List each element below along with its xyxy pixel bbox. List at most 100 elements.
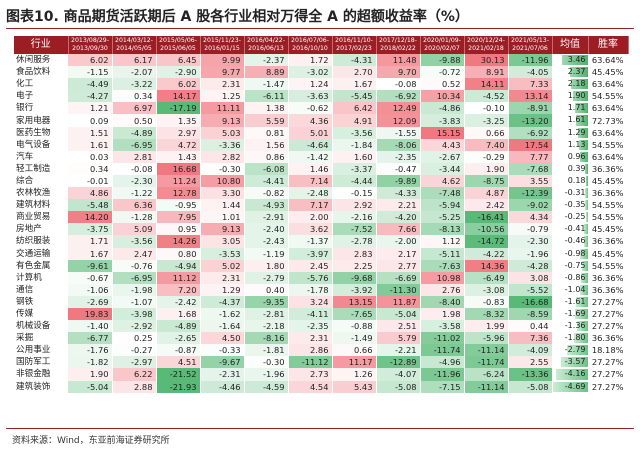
win-rate-cell: 36.36% [588, 162, 629, 175]
value-cell: -4.46 [200, 380, 245, 393]
value-cell: -4.96 [420, 356, 465, 369]
value-cell: -4.41 [244, 174, 289, 188]
value-cell: -4.52 [464, 90, 509, 103]
header-period-end: 2017/02/23 [336, 45, 372, 52]
value-cell: -5.48 [68, 199, 113, 212]
average-cell: -1.80 [551, 332, 589, 345]
win-rate-cell: 27.27% [588, 368, 629, 381]
value-cell: 0.50 [112, 114, 157, 127]
value-cell: -1.82 [68, 356, 113, 369]
average-value: -0.98 [564, 248, 586, 258]
average-cell: -0.25 [551, 211, 589, 224]
value-cell: 9.70 [376, 66, 421, 79]
value-cell: 9.13 [200, 223, 245, 236]
average-cell: -3.57 [551, 356, 589, 369]
value-cell: -5.96 [464, 332, 509, 345]
average-data-bar [560, 357, 587, 368]
header-period: 2020/12/24- 2021/02/18 [464, 36, 509, 54]
header-period: 2016/07/06- 2016/10/10 [288, 36, 333, 54]
value-cell: 3.55 [508, 174, 553, 188]
value-cell: -2.18 [244, 320, 289, 333]
value-cell: -11.30 [376, 283, 421, 296]
value-cell: -9.61 [68, 259, 113, 272]
value-cell: -0.30 [200, 162, 245, 175]
value-cell: 1.60 [332, 150, 377, 163]
value-cell: 17.54 [508, 138, 553, 151]
value-cell: -0.82 [244, 187, 289, 200]
value-cell: 5.09 [112, 223, 157, 236]
win-rate-cell: 27.27% [588, 320, 629, 333]
value-cell: -7.15 [420, 380, 465, 393]
value-cell: -9.02 [508, 199, 553, 212]
table-row: 钢铁 -2.69 -1.07 -2.42 -4.37 -9.35 3.24 13.15 11.8… [14, 295, 629, 308]
win-rate-cell: 63.64% [588, 126, 629, 139]
value-cell: -5.08 [376, 380, 421, 393]
header-period-end: 2021/07/06 [512, 45, 548, 52]
win-rate-cell: 27.27% [588, 380, 629, 393]
average-cell: -0.75 [551, 259, 589, 272]
value-cell: -5.04 [376, 307, 421, 321]
header-period: 2017/12/18- 2018/02/22 [376, 36, 421, 54]
value-cell: 0.34 [112, 90, 157, 103]
value-cell: 11.48 [376, 54, 421, 67]
value-cell: 1.24 [288, 78, 333, 91]
value-cell: -3.98 [112, 307, 157, 321]
bottom-divider [6, 428, 634, 429]
value-cell: 5.01 [288, 126, 333, 139]
value-cell: -11.74 [420, 344, 465, 357]
value-cell: -0.95 [156, 199, 201, 212]
value-cell: 2.21 [376, 199, 421, 212]
value-cell: -8.16 [244, 332, 289, 345]
value-cell: 1.25 [200, 90, 245, 103]
header-period-end: 2016/01/15 [204, 45, 240, 52]
value-cell: -1.28 [112, 211, 157, 224]
value-cell: 2.92 [332, 199, 377, 212]
value-cell: -6.92 [508, 126, 553, 139]
value-cell: -0.08 [376, 78, 421, 91]
value-cell: 2.82 [200, 150, 245, 163]
win-rate-cell: 27.27% [588, 356, 629, 369]
value-cell: -1.49 [332, 332, 377, 345]
header-period: 2014/03/12- 2014/05/05 [112, 36, 157, 54]
industry-cell: 钢铁 [14, 295, 68, 308]
average-value: 1.71 [567, 103, 586, 113]
value-cell: -5.52 [508, 283, 553, 296]
value-cell: -3.75 [68, 223, 113, 236]
value-cell: -0.88 [332, 320, 377, 333]
win-rate-cell: 63.64% [588, 102, 629, 115]
value-cell: -0.72 [420, 66, 465, 79]
value-cell: -4.05 [508, 66, 553, 79]
header-period-start: 2015/11/23- [203, 37, 241, 44]
header-period-start: 2016/07/06- [291, 37, 329, 44]
win-rate-cell: 36.36% [588, 332, 629, 345]
value-cell: 11.24 [156, 174, 201, 188]
value-cell: -2.30 [508, 235, 553, 248]
industry-cell: 电子 [14, 90, 68, 103]
table-row: 房地产 -3.75 5.09 0.95 9.13 -2.40 3.62 -7.52 7.66 -8… [14, 223, 629, 236]
value-cell: -1.40 [68, 320, 113, 333]
value-cell: 13.15 [332, 295, 377, 308]
value-cell: 5.03 [200, 126, 245, 139]
value-cell: -2.30 [112, 174, 157, 188]
value-cell: -0.87 [156, 344, 201, 357]
value-cell: -4.37 [200, 295, 245, 308]
value-cell: 12.09 [376, 114, 421, 127]
value-cell: -11.74 [464, 356, 509, 369]
table-row: 通信 -1.06 -1.98 7.20 1.29 0.40 -1.78 -3.92 -11.30… [14, 283, 629, 296]
value-cell: -4.64 [288, 138, 333, 151]
industry-cell: 非银金融 [14, 368, 68, 381]
header-period-end: 2015/06/05 [160, 45, 196, 52]
value-cell: 0.25 [112, 332, 157, 345]
value-cell: 7.33 [508, 78, 553, 91]
average-value: -1.04 [564, 284, 586, 294]
value-cell: 1.51 [68, 126, 113, 139]
value-cell: -11.12 [288, 356, 333, 369]
value-cell: -2.48 [288, 187, 333, 200]
value-cell: -3.53 [200, 247, 245, 260]
average-value: -4.69 [564, 381, 586, 391]
industry-cell: 传媒 [14, 307, 68, 321]
table-row: 有色金属 -9.61 -0.76 -4.94 5.02 1.80 2.45 2.25 2.77-… [14, 259, 629, 272]
value-cell: -1.64 [200, 320, 245, 333]
value-cell: -1.98 [112, 283, 157, 296]
table-row: 化工 -4.49 -3.22 6.02 2.31 -1.47 1.24 1.67 -0.08 0.… [14, 78, 629, 91]
